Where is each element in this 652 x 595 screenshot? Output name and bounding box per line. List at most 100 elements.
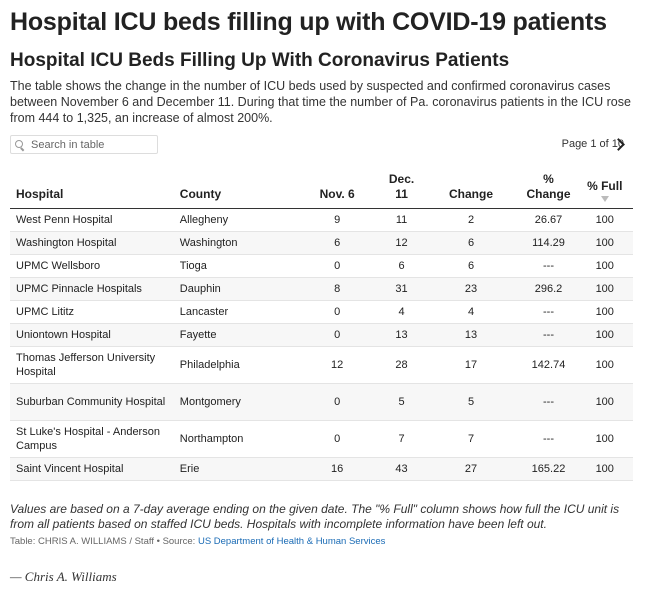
cell-pct-full: 100	[576, 323, 633, 347]
column-header-change[interactable]: Change	[421, 172, 521, 209]
cell-pct-change: 142.74	[520, 346, 577, 384]
byline: — Chris A. Williams	[10, 569, 117, 584]
cell-change: 23	[421, 277, 521, 301]
cell-pct-full: 100	[576, 420, 633, 458]
table-row: UPMC Lititz Lancaster 0 4 4 --- 100	[10, 300, 633, 324]
cell-dec-11: 4	[381, 300, 422, 324]
cell-pct-change: ---	[520, 383, 577, 421]
cell-change: 17	[421, 346, 521, 384]
cell-pct-change: 296.2	[520, 277, 577, 301]
cell-nov-6: 8	[292, 277, 382, 301]
cell-pct-full: 100	[576, 254, 633, 278]
source-prefix: Table: CHRIS A. WILLIAMS / Staff • Sourc…	[10, 536, 198, 547]
cell-pct-full: 100	[576, 208, 633, 232]
cell-pct-full: 100	[576, 277, 633, 301]
cell-hospital: St Luke's Hospital - Anderson Campus	[10, 420, 174, 458]
cell-dec-11: 7	[381, 420, 422, 458]
cell-nov-6: 0	[292, 254, 382, 278]
chevron-right-icon[interactable]	[612, 136, 626, 154]
cell-nov-6: 16	[292, 457, 382, 481]
sort-descending-icon	[600, 196, 609, 202]
table-row: Saint Vincent Hospital Erie 16 43 27 165.22 10…	[10, 457, 633, 481]
source-link[interactable]: US Department of Health & Human Services	[197, 536, 386, 547]
cell-pct-change: 26.67	[520, 208, 577, 232]
cell-dec-11: 11	[381, 208, 422, 232]
table-row: UPMC Pinnacle Hospitals Dauphin 8 31 23 296.2…	[10, 277, 633, 301]
search-box[interactable]	[10, 135, 158, 154]
cell-change: 4	[421, 300, 521, 324]
pagination-label: Page 1 of 10	[561, 138, 624, 150]
cell-hospital: West Penn Hospital	[10, 208, 174, 232]
table-row: St Luke's Hospital - Anderson Campus Nort…	[10, 420, 633, 458]
table-row: West Penn Hospital Allegheny 9 11 2 26.67 100	[10, 208, 633, 232]
cell-county: Tioga	[173, 254, 293, 278]
cell-hospital: Thomas Jefferson University Hospital	[10, 346, 174, 384]
cell-pct-change: 114.29	[520, 231, 577, 255]
cell-change: 13	[421, 323, 521, 347]
cell-county: Washington	[173, 231, 293, 255]
cell-county: Northampton	[173, 420, 293, 458]
column-header-nov-6[interactable]: Nov. 6	[292, 172, 382, 209]
cell-change: 5	[421, 383, 521, 421]
table-row: Washington Hospital Washington 6 12 6 114.29 1…	[10, 231, 633, 255]
source-line: Table: CHRIS A. WILLIAMS / Staff • Sourc…	[10, 536, 385, 547]
cell-pct-change: ---	[520, 254, 577, 278]
cell-dec-11: 12	[381, 231, 422, 255]
cell-county: Erie	[173, 457, 293, 481]
cell-hospital: Suburban Community Hospital	[10, 383, 174, 421]
chart-description: The table shows the change in the number…	[10, 79, 631, 125]
cell-county: Montgomery	[173, 383, 293, 421]
cell-pct-change: 165.22	[520, 457, 577, 481]
cell-dec-11: 6	[381, 254, 422, 278]
cell-county: Lancaster	[173, 300, 293, 324]
search-input[interactable]	[31, 138, 151, 151]
column-header-hospital[interactable]: Hospital	[10, 172, 174, 209]
cell-county: Philadelphia	[173, 346, 293, 384]
cell-pct-full: 100	[576, 231, 633, 255]
table-row: Suburban Community Hospital Montgomery 0 5 5…	[10, 383, 633, 421]
cell-hospital: UPMC Wellsboro	[10, 254, 174, 278]
column-header-pct-change[interactable]: % Change	[520, 172, 577, 209]
cell-change: 2	[421, 208, 521, 232]
cell-change: 6	[421, 254, 521, 278]
cell-change: 6	[421, 231, 521, 255]
cell-hospital: UPMC Lititz	[10, 300, 174, 324]
cell-nov-6: 12	[292, 346, 382, 384]
cell-hospital: Washington Hospital	[10, 231, 174, 255]
column-header-dec-11[interactable]: Dec. 11	[381, 172, 422, 209]
cell-pct-change: ---	[520, 420, 577, 458]
cell-hospital: Uniontown Hospital	[10, 323, 174, 347]
page-title: Hospital ICU beds filling up with COVID-…	[10, 8, 607, 36]
data-table: Hospital County Nov. 6 Dec. 11 Change % …	[10, 172, 633, 481]
cell-nov-6: 9	[292, 208, 382, 232]
cell-change: 7	[421, 420, 521, 458]
search-icon	[15, 139, 25, 150]
cell-hospital: UPMC Pinnacle Hospitals	[10, 277, 174, 301]
cell-pct-full: 100	[576, 457, 633, 481]
table-row: Uniontown Hospital Fayette 0 13 13 --- 100	[10, 323, 633, 347]
cell-nov-6: 0	[292, 420, 382, 458]
cell-nov-6: 0	[292, 323, 382, 347]
cell-pct-change: ---	[520, 300, 577, 324]
cell-hospital: Saint Vincent Hospital	[10, 457, 174, 481]
cell-dec-11: 43	[381, 457, 422, 481]
cell-pct-change: ---	[520, 323, 577, 347]
cell-pct-full: 100	[576, 300, 633, 324]
cell-county: Dauphin	[173, 277, 293, 301]
chart-title: Hospital ICU Beds Filling Up With Corona…	[10, 50, 510, 71]
cell-dec-11: 13	[381, 323, 422, 347]
cell-nov-6: 0	[292, 383, 382, 421]
cell-county: Allegheny	[173, 208, 293, 232]
column-header-pct-full-label: % Full	[587, 179, 623, 193]
column-header-pct-full[interactable]: % Full	[576, 172, 633, 209]
footnote: Values are based on a 7-day average endi…	[10, 502, 620, 531]
cell-dec-11: 5	[381, 383, 422, 421]
cell-change: 27	[421, 457, 521, 481]
table-header-row: Hospital County Nov. 6 Dec. 11 Change % …	[10, 172, 633, 209]
cell-dec-11: 31	[381, 277, 422, 301]
cell-nov-6: 0	[292, 300, 382, 324]
table-row: Thomas Jefferson University Hospital Phil…	[10, 346, 633, 384]
cell-pct-full: 100	[576, 383, 633, 421]
cell-pct-full: 100	[576, 346, 633, 384]
column-header-county[interactable]: County	[173, 172, 293, 209]
